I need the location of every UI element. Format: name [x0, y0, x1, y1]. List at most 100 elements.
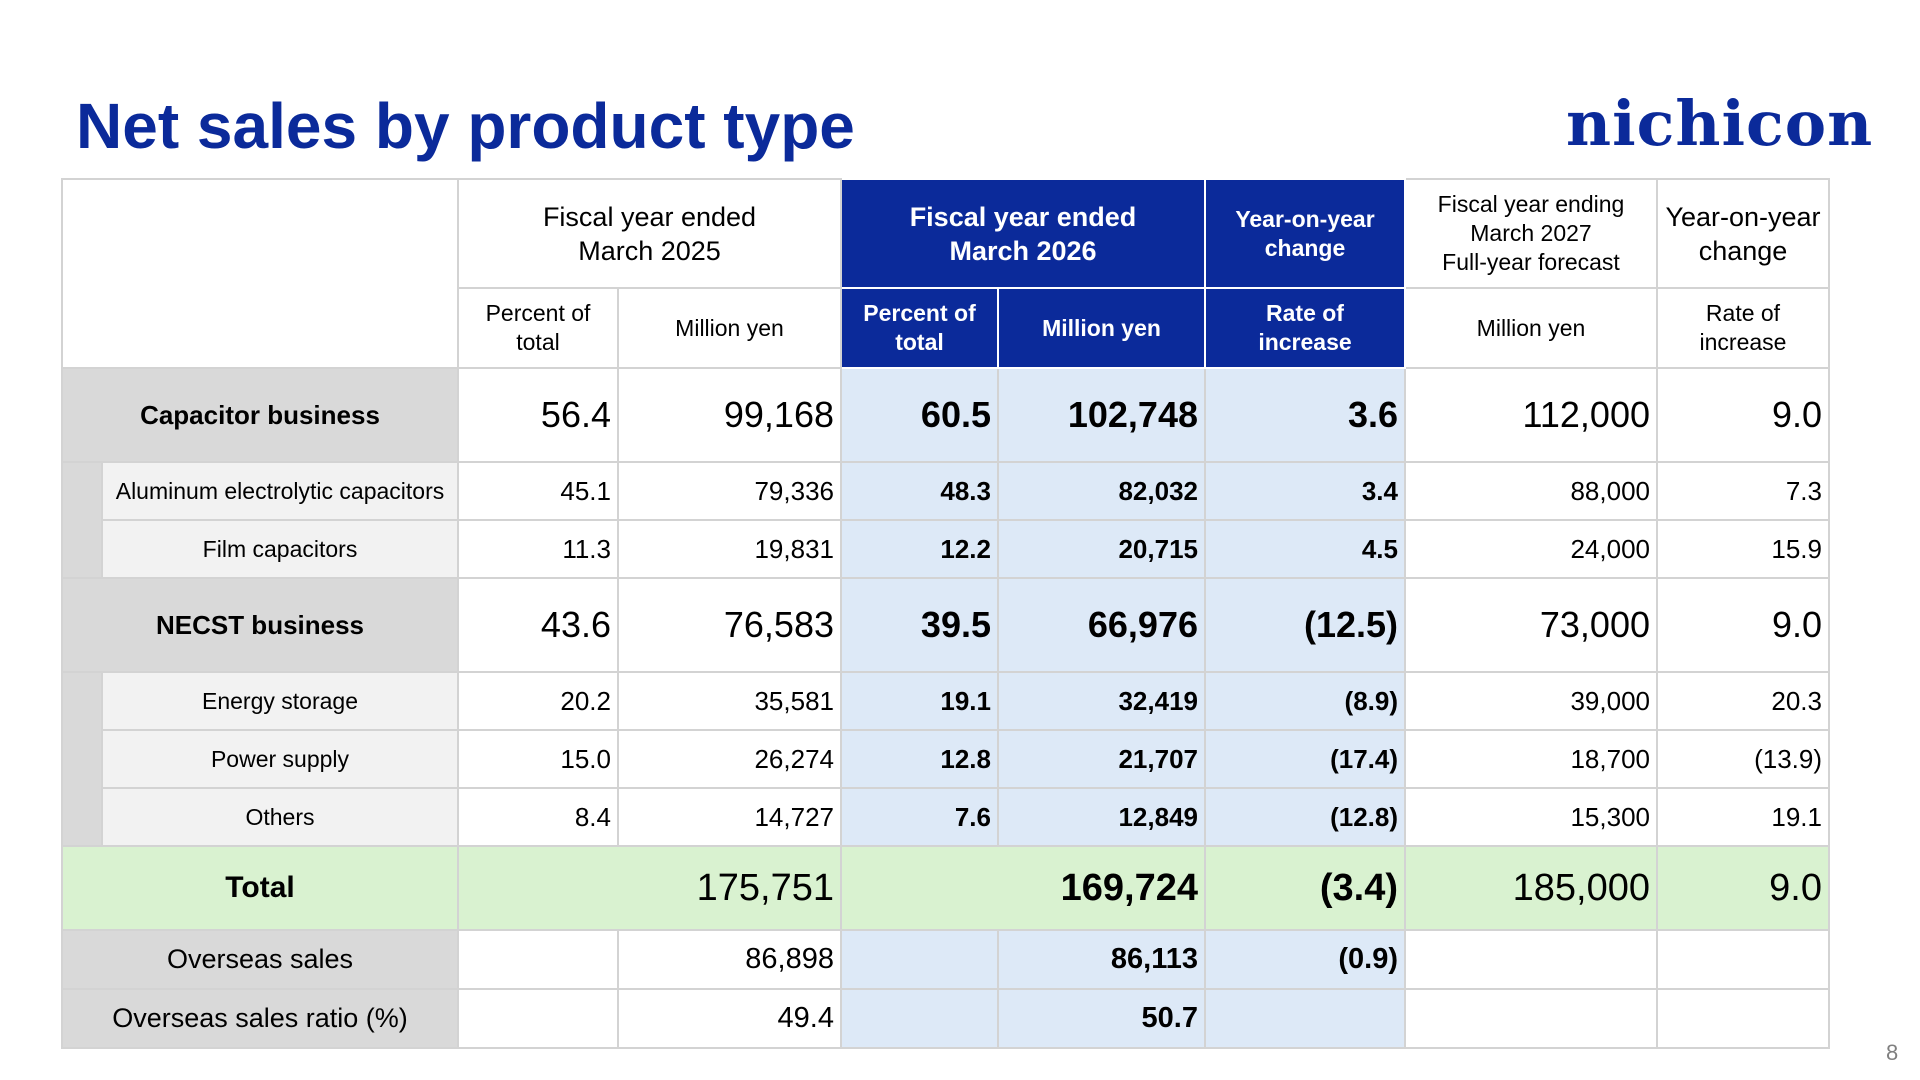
table-row-capacitor-business: Capacitor business 56.4 99,168 60.5 102,… — [61, 367, 1830, 463]
header-yoy-2026-line1: Year-on-year — [1235, 205, 1375, 232]
yen-2025: 49.4 — [617, 988, 842, 1049]
subheader-pct-2025-line2: total — [516, 329, 560, 355]
subheader-pct-2026-line2: total — [895, 329, 944, 355]
forecast-yen: 18,700 — [1404, 729, 1658, 789]
header-forecast: Fiscal year ending March 2027 Full-year … — [1404, 178, 1658, 289]
forecast-yen: 15,300 — [1404, 787, 1658, 847]
header-row-sub: Percent of total Million yen Percent of … — [62, 287, 1830, 369]
header-fy2026: Fiscal year ended March 2026 — [840, 178, 1206, 289]
row-label: Capacitor business — [61, 367, 459, 463]
nichicon-logo: nichicon — [1566, 87, 1874, 160]
pct-2025: 45.1 — [457, 461, 619, 521]
subheader-pct-2026: Percent of total — [840, 287, 999, 369]
row-label: Overseas sales ratio (%) — [61, 988, 459, 1049]
subheader-rate-forecast-line2: increase — [1699, 329, 1787, 355]
table-row-overseas-ratio: Overseas sales ratio (%) 49.4 50.7 — [61, 988, 1830, 1049]
forecast-rate: 9.0 — [1656, 845, 1830, 931]
forecast-yen: 39,000 — [1404, 671, 1658, 731]
forecast-rate: 9.0 — [1656, 367, 1830, 463]
pct-2025: 43.6 — [457, 577, 619, 673]
pct-2026: 7.6 — [840, 787, 999, 847]
yen-2025: 86,898 — [617, 929, 842, 990]
forecast-rate: (13.9) — [1656, 729, 1830, 789]
pct-2026: 48.3 — [840, 461, 999, 521]
forecast-yen-empty — [1404, 988, 1658, 1049]
forecast-yen: 185,000 — [1404, 845, 1658, 931]
subheader-rate-forecast-line1: Rate of — [1705, 300, 1781, 326]
yen-2026: 66,976 — [997, 577, 1206, 673]
header-fy2025-line2: March 2025 — [578, 235, 721, 266]
header-corner — [61, 178, 459, 369]
forecast-rate: 7.3 — [1656, 461, 1830, 521]
subheader-pct-2026-line1: Percent of — [863, 300, 976, 326]
page-number: 8 — [1886, 1040, 1899, 1065]
subheader-rate-2026-line1: Rate of — [1266, 300, 1344, 326]
header-yoy-2026-line2: change — [1264, 234, 1346, 261]
rate-2026: (12.5) — [1204, 577, 1406, 673]
forecast-yen: 112,000 — [1404, 367, 1658, 463]
pct-2025-empty — [457, 988, 619, 1049]
pct-2026: 12.8 — [840, 729, 999, 789]
table-row-power-supply: Power supply 15.0 26,274 12.8 21,707 (17… — [62, 729, 1830, 789]
row-label: Total — [61, 845, 459, 931]
yen-2026: 169,724 — [840, 845, 1206, 931]
subheader-yen-2026: Million yen — [997, 287, 1206, 369]
pct-2026: 19.1 — [840, 671, 999, 731]
forecast-rate: 20.3 — [1656, 671, 1830, 731]
yen-2026: 82,032 — [997, 461, 1206, 521]
yen-2026: 86,113 — [997, 929, 1206, 990]
row-indent-gutter — [61, 461, 103, 579]
pct-2025: 15.0 — [457, 729, 619, 789]
header-yoy-forecast: Year-on-year change — [1656, 178, 1830, 289]
forecast-rate: 15.9 — [1656, 519, 1830, 579]
row-label: Film capacitors — [101, 519, 459, 579]
yen-2025: 79,336 — [617, 461, 842, 521]
yen-2025: 19,831 — [617, 519, 842, 579]
subheader-rate-forecast: Rate of increase — [1656, 287, 1830, 369]
header-fy2025-line1: Fiscal year ended — [542, 201, 757, 232]
rate-2026: (8.9) — [1204, 671, 1406, 731]
forecast-rate-empty — [1656, 988, 1830, 1049]
yen-2026: 21,707 — [997, 729, 1206, 789]
pct-2025: 20.2 — [457, 671, 619, 731]
pct-2025: 8.4 — [457, 787, 619, 847]
table-row-energy-storage: Energy storage 20.2 35,581 19.1 32,419 (… — [61, 671, 1830, 847]
pct-2026: 39.5 — [840, 577, 999, 673]
net-sales-table: Fiscal year ended March 2025 Fiscal year… — [61, 178, 1830, 1049]
header-fy2026-line2: March 2026 — [949, 235, 1097, 266]
forecast-yen-empty — [1404, 929, 1658, 990]
forecast-rate-empty — [1656, 929, 1830, 990]
yen-2026: 32,419 — [997, 671, 1206, 731]
table-row-total: Total 175,751 169,724 (3.4) 185,000 9.0 — [61, 845, 1830, 931]
pct-2026: 60.5 — [840, 367, 999, 463]
pct-2026-empty — [840, 929, 999, 990]
forecast-yen: 24,000 — [1404, 519, 1658, 579]
yen-2025: 175,751 — [457, 845, 842, 931]
header-yoy-2026: Year-on-year change — [1204, 178, 1406, 289]
yen-2025: 26,274 — [617, 729, 842, 789]
row-label: Others — [101, 787, 459, 847]
rate-2026: (17.4) — [1204, 729, 1406, 789]
yen-2026: 102,748 — [997, 367, 1206, 463]
rate-2026: (0.9) — [1204, 929, 1406, 990]
header-forecast-line3: Full-year forecast — [1442, 249, 1620, 275]
table-row-others: Others 8.4 14,727 7.6 12,849 (12.8) 15,3… — [62, 787, 1830, 847]
rate-2026: (3.4) — [1204, 845, 1406, 931]
subheader-yen-2025: Million yen — [617, 287, 842, 369]
yen-2026: 50.7 — [997, 988, 1206, 1049]
table-row-film: Film capacitors 11.3 19,831 12.2 20,715 … — [62, 519, 1830, 579]
pct-2025-empty — [457, 929, 619, 990]
pct-2026-empty — [840, 988, 999, 1049]
pct-2025: 56.4 — [457, 367, 619, 463]
subheader-rate-2026: Rate of increase — [1204, 287, 1406, 369]
header-row-top: Fiscal year ended March 2025 Fiscal year… — [61, 178, 1830, 369]
header-fy2025: Fiscal year ended March 2025 — [457, 178, 842, 289]
row-label: Power supply — [101, 729, 459, 789]
rate-2026: 3.6 — [1204, 367, 1406, 463]
table-row-overseas-sales: Overseas sales 86,898 86,113 (0.9) — [61, 929, 1830, 990]
header-forecast-line2: March 2027 — [1470, 220, 1592, 246]
forecast-rate: 19.1 — [1656, 787, 1830, 847]
yen-2025: 14,727 — [617, 787, 842, 847]
table-row-necst-business: NECST business 43.6 76,583 39.5 66,976 (… — [61, 577, 1830, 673]
rate-2026: 3.4 — [1204, 461, 1406, 521]
